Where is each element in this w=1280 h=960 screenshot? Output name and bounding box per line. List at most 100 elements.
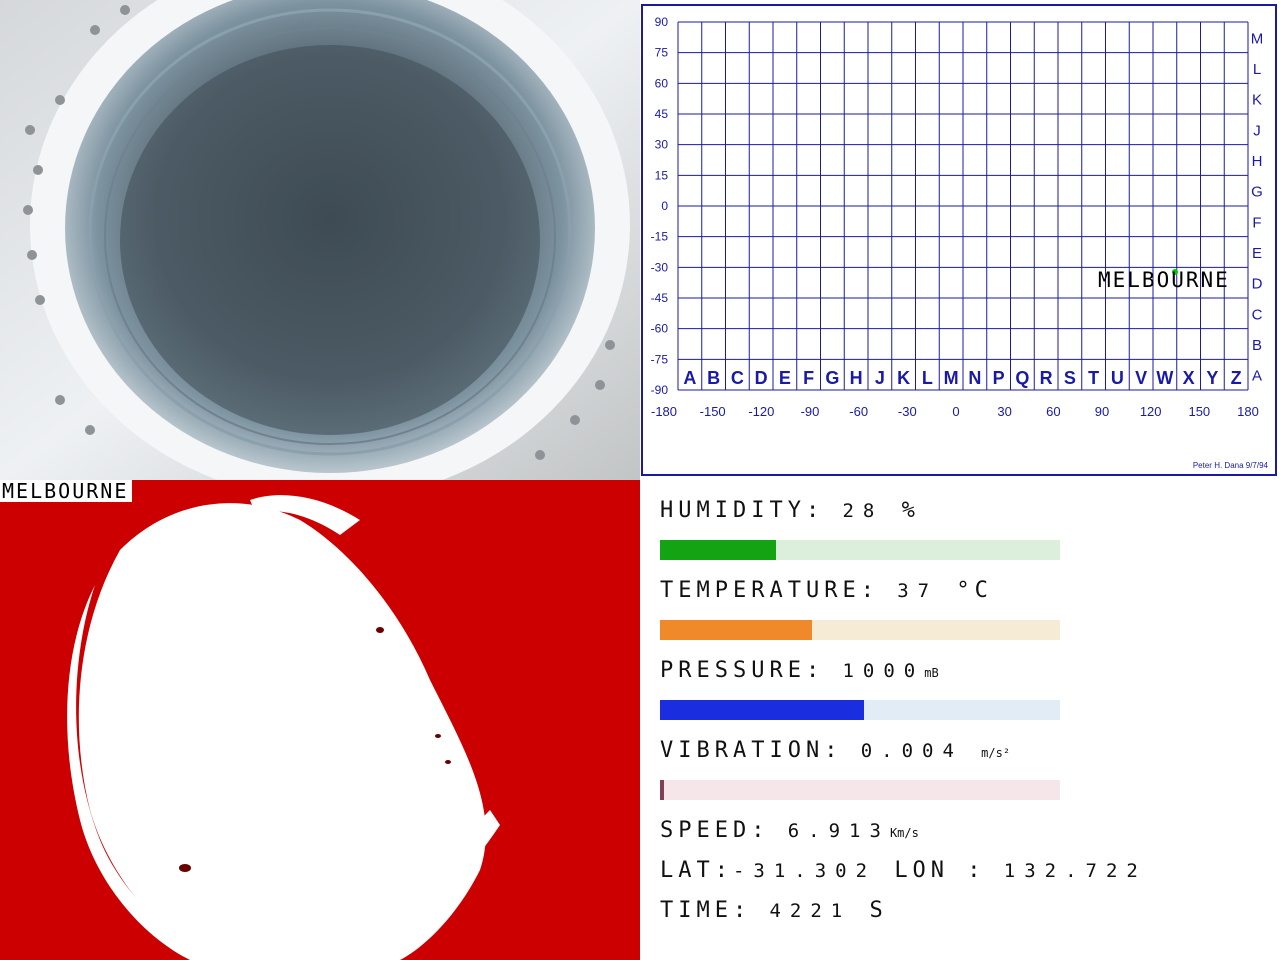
row-letter: L [1253,61,1261,78]
row-letter: H [1252,153,1263,170]
column-letter: D [755,368,768,388]
camera-feed-image [0,0,640,480]
column-letter: Z [1231,368,1242,388]
pressure-readout: PRESSURE: 1000mB [660,658,939,683]
lat-label: LAT: [660,858,733,883]
humidity-readout: HUMIDITY: 28 % [660,498,920,523]
x-tick-label: -150 [700,404,726,419]
column-letter: W [1156,368,1173,388]
temperature-unit: °C [956,578,993,603]
location-marker [1172,269,1178,275]
humidity-bar [660,540,1060,560]
vibration-readout: VIBRATION: 0.004 m/s² [660,738,1010,763]
time-value: 4221 [769,900,852,922]
column-letter: U [1111,368,1124,388]
y-tick-label: -30 [651,260,669,274]
y-tick-label: 30 [655,138,669,152]
pressure-unit: mB [924,666,939,680]
speed-unit: Km/s [889,826,919,840]
temperature-readout: TEMPERATURE: 37 °C [660,578,993,603]
humidity-label: HUMIDITY: [660,498,825,523]
speed-value: 6.913 [787,820,890,842]
mask-blob [78,503,486,960]
column-letter: T [1088,368,1099,388]
column-letter: V [1135,368,1147,388]
row-letter: J [1253,122,1261,139]
temperature-label: TEMPERATURE: [660,578,879,603]
lon-label: LON : [894,858,986,883]
time-readout: TIME: 4221 S [660,898,888,923]
x-tick-label: -60 [849,404,868,419]
x-tick-label: 90 [1095,404,1109,419]
y-tick-label: 60 [655,76,669,90]
pressure-label: PRESSURE: [660,658,825,683]
column-letter: M [944,368,959,388]
column-letter: E [779,368,791,388]
humidity-value: 28 [842,500,884,522]
pressure-bar-fill [660,700,864,720]
humidity-bar-fill [660,540,776,560]
pressure-bar [660,700,1060,720]
x-tick-label: -30 [898,404,917,419]
row-letter: D [1252,276,1263,293]
column-letter: P [993,368,1005,388]
y-tick-label: -15 [651,230,669,244]
column-letter: L [922,368,933,388]
y-tick-label: 15 [655,168,669,182]
lon-value: 132.722 [1003,860,1147,882]
temperature-bar [660,620,1060,640]
telemetry-panel: HUMIDITY: 28 % TEMPERATURE: 37 °C PRESSU… [640,480,1280,960]
column-letter: K [897,368,910,388]
threshold-mask-image [0,480,640,960]
vibration-value: 0.004 [860,740,963,762]
x-tick-label: 120 [1140,404,1162,419]
column-letter: Y [1206,368,1218,388]
y-tick-label: 90 [655,15,669,29]
y-axis-ticks: 90 75 60 45 30 15 0 -15 -30 -45 -60 -75 -90 [651,15,669,397]
column-letter: X [1183,368,1195,388]
y-tick-label: -60 [651,322,669,336]
column-letter: C [731,368,744,388]
speed-readout: SPEED: 6.913Km/s [660,818,919,843]
humidity-unit: % [901,498,920,523]
map-grid [677,21,1249,391]
row-letter: B [1252,337,1262,354]
column-letter: S [1064,368,1076,388]
column-letter: R [1040,368,1053,388]
row-letter: A [1252,368,1262,385]
mask-location-label: MELBOURNE [0,480,133,502]
x-tick-label: 180 [1237,404,1259,419]
row-letter: M [1251,30,1264,47]
pressure-value: 1000 [842,660,925,682]
y-tick-label: -90 [651,383,669,397]
column-letter: H [850,368,863,388]
position-readout: LAT:-31.302 LON : 132.722 [660,858,1147,883]
map-credit: Peter H. Dana 9/7/94 [1193,461,1269,470]
row-letter: G [1251,184,1263,201]
y-tick-label: 75 [655,46,669,60]
time-label: TIME: [660,898,752,923]
column-letter: B [707,368,720,388]
time-unit: S [869,898,888,923]
column-letter: G [825,368,839,388]
y-tick-label: -45 [651,291,669,305]
vibration-unit: m/s² [981,746,1011,760]
temperature-bar-fill [660,620,812,640]
threshold-mask-panel: MELBOURNE [0,480,640,960]
speed-label: SPEED: [660,818,770,843]
row-letter: F [1252,214,1261,231]
x-tick-label: -180 [651,404,677,419]
column-letter: F [803,368,814,388]
location-label: MELBOURNE [1098,268,1230,292]
x-tick-label: 60 [1046,404,1060,419]
vibration-bar [660,780,1060,800]
vibration-bar-fill [660,780,664,800]
column-letter: J [875,368,885,388]
column-letter: Q [1015,368,1029,388]
row-letter: C [1252,306,1263,323]
y-tick-label: 0 [661,199,668,213]
x-tick-label: 0 [952,404,959,419]
